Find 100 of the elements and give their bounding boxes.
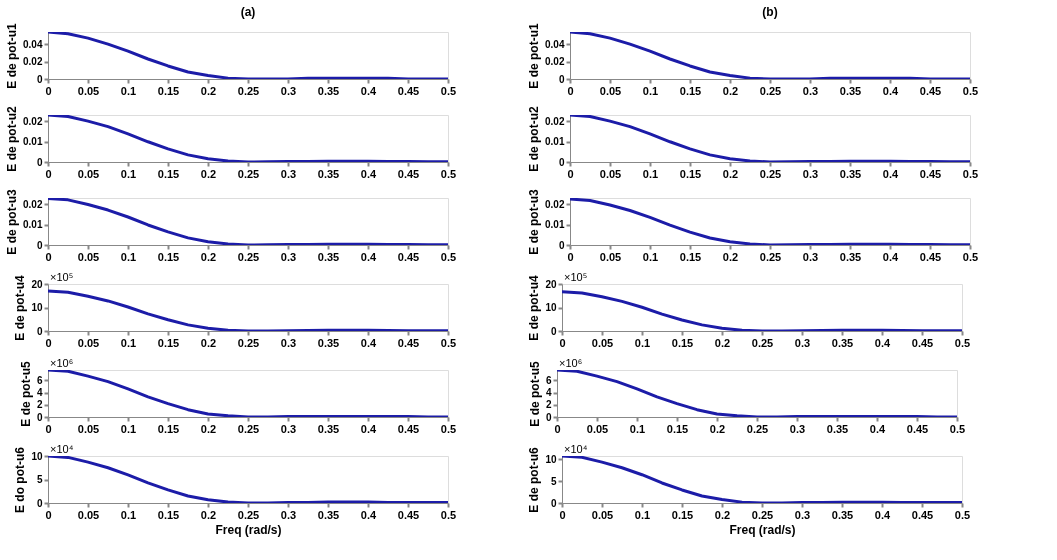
x-tick-label: 0.05 bbox=[77, 250, 100, 263]
x-tick-label: 0 bbox=[45, 508, 52, 521]
x-tick-label: 0.25 bbox=[237, 336, 260, 349]
x-tick-label: 0.2 bbox=[200, 508, 217, 521]
x-tick-label: 0.4 bbox=[360, 336, 378, 349]
x-tick-label: 0.3 bbox=[280, 422, 297, 435]
x-tick-label: 0.05 bbox=[77, 508, 100, 521]
text: ×10⁵ bbox=[564, 271, 588, 283]
y-tick-label: 0.02 bbox=[545, 56, 565, 68]
x-tick-label: 0.1 bbox=[634, 508, 651, 521]
y-axis-title: E de pot-u1 bbox=[5, 23, 20, 89]
x-tick-label: 0 bbox=[45, 84, 52, 97]
y-tick-label: 10 bbox=[31, 450, 43, 462]
x-tick-label: 0.45 bbox=[397, 250, 420, 263]
x-tick-label: 0.25 bbox=[759, 84, 782, 97]
x-tick-label: 0.2 bbox=[200, 250, 217, 263]
x-tick-label: 0.1 bbox=[642, 167, 659, 180]
chart-title: (a) bbox=[240, 4, 256, 19]
x-tick-label: 0.1 bbox=[642, 250, 659, 263]
x-tick-label: 0.45 bbox=[919, 167, 942, 180]
x-tick-label: 0.05 bbox=[77, 167, 100, 180]
x-tick-label: 0.5 bbox=[954, 336, 971, 349]
x-tick-label: 0.4 bbox=[882, 250, 900, 263]
y-axis-title: E de pot-u4 bbox=[13, 275, 28, 341]
x-tick-label: 0.5 bbox=[440, 167, 457, 180]
x-tick-label: 0.25 bbox=[751, 508, 774, 521]
x-tick-label: 0.3 bbox=[802, 167, 819, 180]
x-tick-label: 0.3 bbox=[802, 84, 819, 97]
x-tick-label: 0.1 bbox=[634, 336, 651, 349]
x-tick-label: 0.35 bbox=[317, 250, 340, 263]
x-tick-label: 0.3 bbox=[789, 422, 806, 435]
x-tick-label: 0 bbox=[45, 167, 52, 180]
y-tick-label: 0.01 bbox=[23, 219, 43, 231]
x-tick-label: 0.05 bbox=[77, 84, 100, 97]
x-tick-label: 0.45 bbox=[397, 167, 420, 180]
x-tick-label: 0.4 bbox=[869, 422, 887, 435]
text: ×10⁵ bbox=[50, 271, 74, 283]
x-tick-label: 0 bbox=[45, 336, 52, 349]
y-tick-label: 5 bbox=[36, 474, 43, 485]
x-tick-label: 0.2 bbox=[200, 84, 217, 97]
x-tick-label: 0.25 bbox=[237, 422, 260, 435]
y-tick-label: 0.01 bbox=[23, 136, 43, 148]
x-tick-label: 0.5 bbox=[440, 84, 457, 97]
y-tick-label: 0.02 bbox=[23, 198, 43, 210]
x-tick-label: 0.25 bbox=[751, 336, 774, 349]
x-tick-label: 0.3 bbox=[802, 250, 819, 263]
x-tick-label: 0.4 bbox=[360, 250, 378, 263]
y-axis-title: E de pot-u6 bbox=[527, 447, 542, 513]
x-tick-label: 0.15 bbox=[679, 167, 702, 180]
x-tick-label: 0.5 bbox=[962, 250, 979, 263]
x-tick-label: 0.15 bbox=[671, 336, 694, 349]
y-axis-title: E de pot-u1 bbox=[527, 23, 542, 89]
y-axis-title: E de pot-u3 bbox=[5, 189, 20, 255]
x-tick-label: 0.35 bbox=[839, 84, 862, 97]
y-tick-label: 4 bbox=[545, 387, 552, 399]
x-tick-label: 0.35 bbox=[317, 84, 340, 97]
x-tick-label: 0.4 bbox=[360, 167, 378, 180]
x-tick-label: 0.3 bbox=[794, 508, 811, 521]
x-tick-label: 0.15 bbox=[157, 250, 180, 263]
x-tick-label: 0.25 bbox=[759, 250, 782, 263]
y-tick-label: 0.01 bbox=[545, 136, 565, 148]
x-tick-label: 0.35 bbox=[839, 167, 862, 180]
x-tick-label: 0.35 bbox=[317, 422, 340, 435]
x-tick-label: 0.35 bbox=[839, 250, 862, 263]
y-tick-label: 10 bbox=[31, 302, 43, 313]
x-tick-label: 0.35 bbox=[826, 422, 849, 435]
text: ×10⁶ bbox=[50, 357, 74, 369]
x-tick-label: 0.35 bbox=[317, 336, 340, 349]
x-tick-label: 0.1 bbox=[120, 84, 137, 97]
x-tick-label: 0.45 bbox=[906, 422, 929, 435]
y-tick-label: 0 bbox=[545, 411, 552, 423]
x-tick-label: 0.35 bbox=[831, 508, 854, 521]
x-tick-label: 0.1 bbox=[642, 84, 659, 97]
x-tick-label: 0.3 bbox=[280, 167, 297, 180]
y-tick-label: 0 bbox=[36, 73, 43, 85]
x-tick-label: 0.4 bbox=[874, 336, 892, 349]
x-tick-label: 0.35 bbox=[317, 167, 340, 180]
x-tick-label: 0.05 bbox=[77, 422, 100, 435]
y-tick-label: 5 bbox=[550, 475, 557, 487]
y-tick-label: 4 bbox=[36, 387, 43, 399]
x-tick-label: 0.45 bbox=[397, 84, 420, 97]
y-tick-label: 10 bbox=[545, 302, 557, 313]
x-tick-label: 0.45 bbox=[397, 336, 420, 349]
x-tick-label: 0.3 bbox=[280, 250, 297, 263]
x-tick-label: 0.4 bbox=[360, 422, 378, 435]
x-tick-label: 0.1 bbox=[629, 422, 646, 435]
x-tick-label: 0.2 bbox=[200, 167, 217, 180]
x-tick-label: 0.05 bbox=[599, 167, 622, 180]
x-tick-label: 0.15 bbox=[666, 422, 689, 435]
y-axis-title: E de pot-u2 bbox=[527, 106, 542, 172]
x-tick-label: 0.2 bbox=[722, 250, 739, 263]
y-tick-label: 0.02 bbox=[23, 56, 43, 68]
y-tick-label: 0 bbox=[36, 239, 43, 251]
y-tick-label: 0 bbox=[36, 325, 43, 337]
x-tick-label: 0.15 bbox=[679, 250, 702, 263]
x-tick-label: 0.45 bbox=[397, 422, 420, 435]
x-tick-label: 0.2 bbox=[722, 84, 739, 97]
y-tick-label: 0.04 bbox=[545, 38, 565, 50]
x-tick-label: 0.5 bbox=[440, 422, 457, 435]
x-tick-label: 0.5 bbox=[954, 508, 971, 521]
